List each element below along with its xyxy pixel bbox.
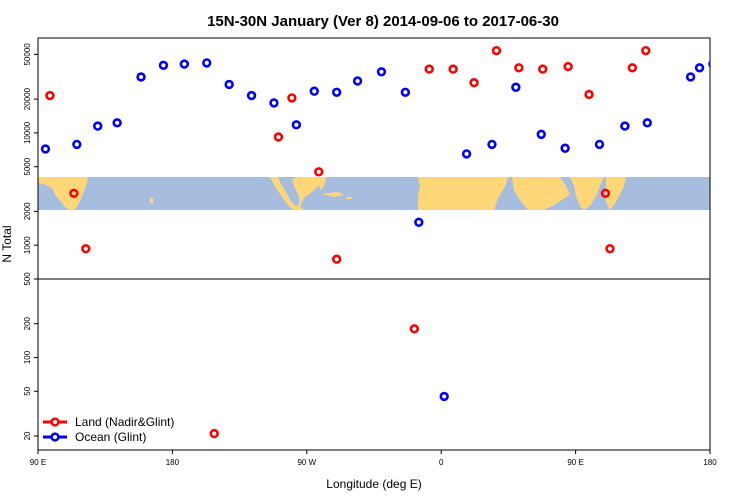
data-point: [448, 64, 458, 74]
y-tick-label: 20: [23, 431, 32, 440]
data-point: [469, 77, 479, 88]
data-point: [560, 143, 570, 153]
y-axis: 20 50 100 200 500 1000 2000 5000 10000 20000 50000: [23, 43, 38, 440]
x-tick-label: 180: [166, 458, 180, 467]
data-point: [536, 129, 546, 140]
data-point: [209, 428, 219, 439]
data-point: [594, 139, 605, 150]
legend: Land (Nadir&Glint) Ocean (Glint): [43, 415, 174, 444]
map-land: [38, 177, 626, 210]
data-point: [202, 58, 212, 68]
data-point: [331, 254, 342, 264]
data-point: [158, 60, 169, 70]
x-axis: 90 E 180 90 W 0 90 E 180: [30, 450, 717, 467]
data-point: [685, 72, 696, 82]
data-point: [439, 391, 449, 402]
data-point: [414, 217, 424, 227]
data-point: [424, 64, 434, 74]
data-point: [538, 64, 548, 74]
data-point: [287, 93, 297, 103]
data-point: [461, 149, 472, 159]
data-point: [694, 63, 705, 73]
data-points: [40, 45, 710, 439]
x-tick-label: 180: [703, 458, 717, 467]
x-tick-label: 0: [439, 458, 444, 467]
y-tick-label: 2000: [23, 202, 32, 220]
x-tick-label: 90 E: [567, 458, 583, 467]
chart-title: 15N-30N January (Ver 8) 2014-09-06 to 20…: [207, 13, 559, 30]
plot-frame: [37, 37, 711, 451]
data-point: [376, 67, 387, 77]
data-point: [487, 139, 497, 150]
data-point: [409, 324, 420, 334]
y-tick-label: 5000: [23, 157, 32, 175]
y-tick-label: 50000: [23, 43, 32, 66]
data-point: [600, 188, 611, 198]
data-point: [511, 82, 521, 92]
data-point: [93, 121, 103, 131]
data-point: [491, 45, 502, 56]
data-point: [314, 167, 324, 177]
y-tick-label: 50: [23, 386, 32, 395]
data-point: [136, 72, 146, 82]
data-point: [563, 61, 573, 72]
y-tick-label: 10000: [23, 121, 32, 144]
data-point: [81, 244, 91, 254]
data-point: [291, 120, 302, 130]
series-ocean: [40, 58, 710, 402]
data-point: [642, 118, 652, 128]
y-tick-label: 20000: [23, 87, 32, 110]
data-point: [112, 118, 122, 128]
data-point: [45, 90, 55, 101]
y-axis-label: N Total: [0, 225, 14, 262]
legend-label-land: Land (Nadir&Glint): [75, 415, 174, 429]
x-axis-label: Longitude (deg E): [326, 477, 421, 491]
data-point: [620, 121, 630, 131]
data-point: [584, 89, 594, 100]
world-map-band: [38, 177, 710, 210]
data-point: [400, 87, 411, 97]
data-point: [605, 244, 615, 254]
data-point: [627, 63, 638, 73]
data-point: [309, 86, 319, 96]
y-tick-label: 100: [23, 350, 32, 364]
data-point: [641, 45, 651, 56]
data-point: [69, 188, 79, 198]
data-point: [352, 76, 363, 86]
data-point: [40, 144, 51, 154]
y-tick-label: 1000: [23, 236, 32, 254]
data-point: [224, 79, 234, 90]
data-point: [269, 98, 279, 108]
data-point: [179, 59, 190, 69]
data-point: [331, 87, 342, 97]
legend-label-ocean: Ocean (Glint): [75, 430, 146, 444]
legend-marker-ocean: [50, 432, 60, 442]
data-point: [708, 60, 710, 68]
x-tick-label: 90 E: [30, 458, 46, 467]
series-land: [45, 45, 651, 439]
y-tick-label: 500: [23, 272, 32, 286]
data-point: [246, 90, 257, 101]
y-tick-label: 200: [23, 316, 32, 330]
data-point: [72, 139, 82, 150]
legend-marker-land: [50, 417, 60, 427]
data-point: [514, 63, 524, 73]
x-tick-label: 90 W: [297, 458, 316, 467]
data-point: [273, 132, 284, 142]
